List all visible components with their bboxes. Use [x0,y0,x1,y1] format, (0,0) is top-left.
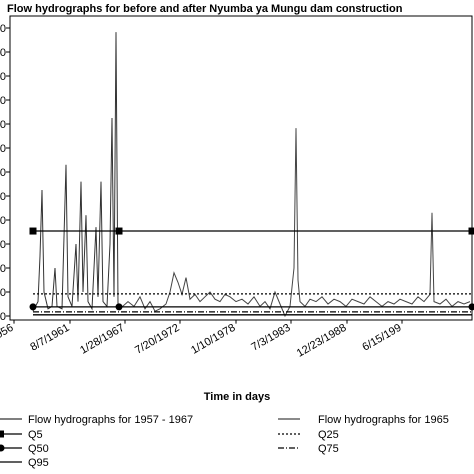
y-tick-label: 0 [0,191,6,203]
legend-label: Flow hydrographs for 1965 [318,414,449,426]
marker [115,227,123,235]
y-tick-label: 0 [0,119,6,131]
marker [29,227,37,235]
legend-label: Flow hydrographs for 1957 - 1967 [28,414,193,426]
y-tick-label: 0 [0,215,6,227]
y-tick-label: 0 [0,71,6,83]
chart-title: Flow hydrographs for before and after Ny… [7,3,403,15]
x-tick-label: 12/23/1988 [295,322,349,360]
x-axis-label: Time in days [204,391,270,403]
legend-marker [0,430,4,438]
x-tick-label: 956 [0,322,15,342]
marker [468,227,474,235]
legend-label: Q5 [28,429,43,441]
y-tick-label: 0 [0,287,6,299]
x-tick-label: 6/15/199 [360,322,403,354]
series-line [32,32,121,312]
x-tick-label: 8/7/1961 [28,322,71,354]
y-tick-label: 0 [0,23,6,35]
y-tick-label: 0 [0,47,6,59]
y-tick-label: 0 [0,143,6,155]
y-tick-label: 0 [0,311,6,323]
plot-frame [9,15,473,321]
x-tick-label: 7/3/1983 [249,322,292,354]
y-tick-label: 0 [0,263,6,275]
x-tick-label: 1/10/1978 [189,322,237,357]
marker [29,303,37,311]
marker [468,303,474,311]
marker [115,303,123,311]
legend-marker [0,444,5,452]
y-tick-label: 0 [0,167,6,179]
legend-label: Q75 [318,443,339,455]
series-line [119,128,471,318]
x-tick-label: 1/28/1967 [78,322,126,357]
y-tick-label: 0 [0,239,6,251]
y-tick-label: 0 [0,95,6,107]
legend-label: Q95 [28,457,49,469]
legend-label: Q50 [28,443,49,455]
legend-label: Q25 [318,429,339,441]
x-tick-label: 7/20/1972 [133,322,181,357]
